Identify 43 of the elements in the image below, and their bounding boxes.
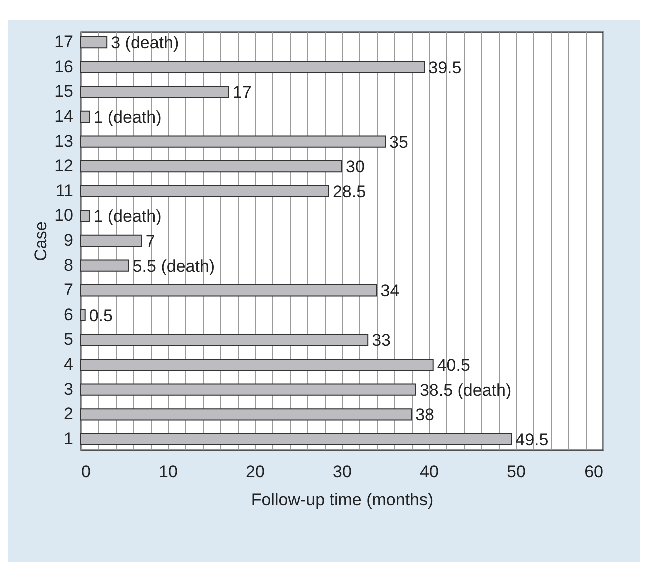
y-tick-label: 2 bbox=[64, 404, 74, 424]
data-label: 28.5 bbox=[332, 182, 366, 202]
y-tick-label: 16 bbox=[54, 57, 74, 76]
y-tick-label: 3 bbox=[64, 380, 74, 399]
x-tick-label: 60 bbox=[584, 462, 604, 482]
y-tick-label: 8 bbox=[64, 256, 74, 275]
data-label: 5.5 (death) bbox=[132, 256, 216, 276]
y-tick-label: 17 bbox=[54, 32, 74, 52]
data-label: 34 bbox=[380, 282, 400, 301]
data-label: 17 bbox=[232, 83, 252, 102]
y-tick-label: 9 bbox=[64, 231, 74, 250]
data-label: 38 bbox=[416, 406, 435, 425]
data-label: 39.5 bbox=[428, 58, 462, 78]
y-tick-label: 6 bbox=[64, 305, 74, 324]
y-tick-label: 7 bbox=[64, 280, 74, 300]
x-axis-title: Follow-up time (months) bbox=[251, 490, 434, 510]
data-label: 1 (death) bbox=[94, 207, 162, 226]
data-label: 38.5 (death) bbox=[420, 380, 512, 400]
data-label: 7 bbox=[146, 232, 156, 251]
y-tick-label: 4 bbox=[64, 355, 74, 374]
data-label: 3 (death) bbox=[111, 34, 180, 53]
data-label: 0.5 bbox=[89, 306, 113, 326]
data-label: 1 (death) bbox=[94, 108, 162, 127]
x-tick-label: 0 bbox=[82, 462, 91, 482]
y-axis-title: Case bbox=[32, 222, 51, 262]
data-label: 33 bbox=[372, 331, 392, 350]
y-tick-label: 15 bbox=[54, 82, 74, 102]
y-tick-label: 5 bbox=[64, 330, 74, 350]
data-label: 49.5 bbox=[516, 430, 549, 450]
x-tick-label: 10 bbox=[159, 462, 178, 482]
data-label: 40.5 bbox=[437, 356, 470, 376]
x-tick-label: 20 bbox=[246, 462, 265, 482]
x-tick-label: 30 bbox=[333, 462, 352, 482]
data-label: 30 bbox=[346, 158, 365, 177]
y-tick-label: 12 bbox=[54, 156, 74, 176]
y-tick-label: 1 bbox=[64, 429, 74, 448]
y-tick-label: 10 bbox=[54, 206, 74, 226]
data-label: 35 bbox=[390, 132, 408, 152]
x-tick-label: 40 bbox=[420, 462, 439, 482]
x-tick-label: 50 bbox=[507, 462, 526, 482]
y-tick-label: 13 bbox=[54, 132, 74, 151]
y-tick-label: 14 bbox=[54, 106, 74, 126]
y-tick-label: 11 bbox=[56, 181, 74, 200]
